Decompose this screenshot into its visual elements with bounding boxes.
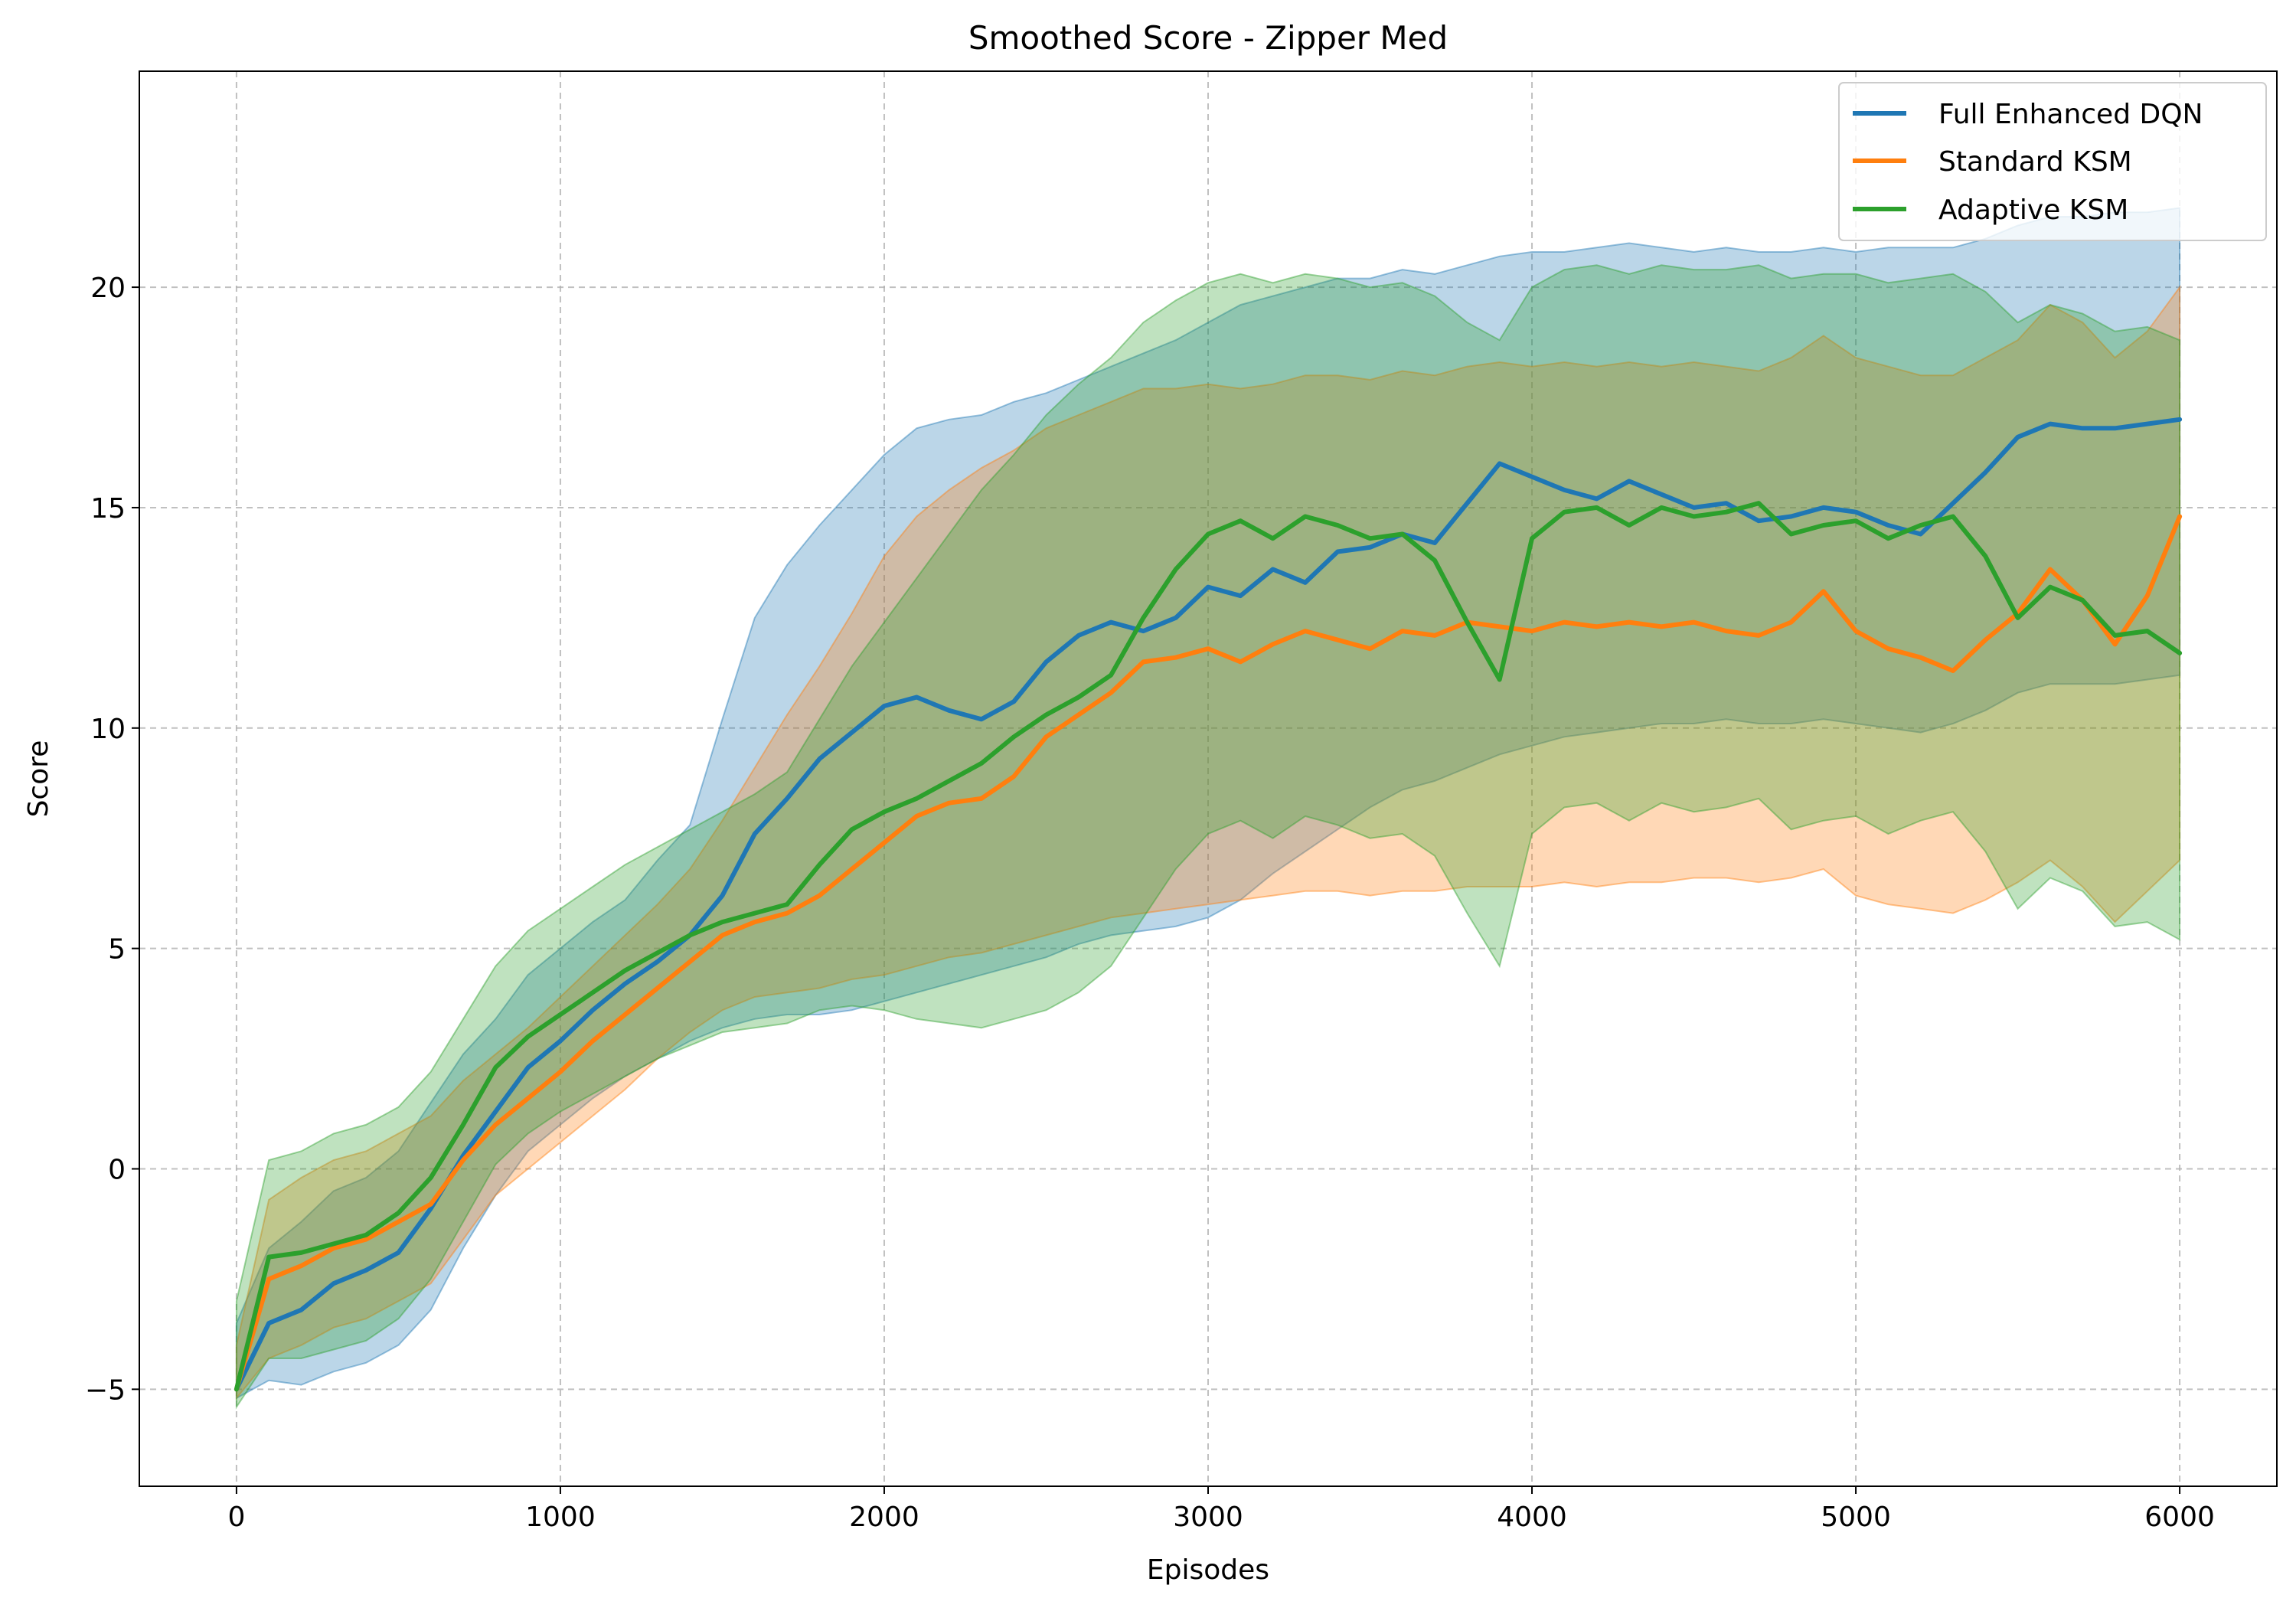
legend-label-full-enhanced-dqn: Full Enhanced DQN bbox=[1938, 99, 2203, 130]
series-line-standard-ksm bbox=[234, 514, 2183, 1392]
y-tick-label: 10 bbox=[90, 714, 126, 745]
y-axis-label: Score bbox=[23, 740, 54, 818]
series-line-full-enhanced-dqn bbox=[234, 417, 2183, 1392]
legend-label-standard-ksm: Standard KSM bbox=[1938, 146, 2132, 178]
grid-layer bbox=[139, 71, 2277, 1486]
x-tick-label: 5000 bbox=[1821, 1502, 1891, 1533]
x-tick-label: 3000 bbox=[1173, 1502, 1243, 1533]
x-tick-label: 2000 bbox=[849, 1502, 919, 1533]
x-tick-label: 6000 bbox=[2144, 1502, 2215, 1533]
y-tick-label: −5 bbox=[85, 1374, 126, 1406]
line-layer bbox=[234, 417, 2183, 1392]
x-tick-label: 4000 bbox=[1497, 1502, 1567, 1533]
x-tick-label: 1000 bbox=[525, 1502, 596, 1533]
y-tick-label: 5 bbox=[108, 934, 126, 966]
series-line-adaptive-ksm bbox=[234, 501, 2183, 1392]
legend: Full Enhanced DQN Standard KSM Adaptive … bbox=[1838, 82, 2267, 241]
y-tick-label: 15 bbox=[90, 493, 126, 525]
chart-title: Smoothed Score - Zipper Med bbox=[968, 19, 1448, 57]
y-tick-label: 20 bbox=[90, 273, 126, 304]
x-tick-label: 0 bbox=[227, 1502, 245, 1533]
legend-box bbox=[1838, 82, 2267, 241]
band-standard-ksm bbox=[235, 285, 2181, 1400]
x-axis: 0 1000 2000 3000 4000 5000 6000 bbox=[227, 1486, 2215, 1533]
y-tick-label: 0 bbox=[108, 1154, 126, 1185]
legend-label-adaptive-ksm: Adaptive KSM bbox=[1938, 194, 2128, 226]
x-axis-label: Episodes bbox=[1147, 1554, 1269, 1586]
band-adaptive-ksm bbox=[235, 264, 2181, 1410]
y-axis: −5 0 5 10 15 20 bbox=[85, 273, 139, 1406]
